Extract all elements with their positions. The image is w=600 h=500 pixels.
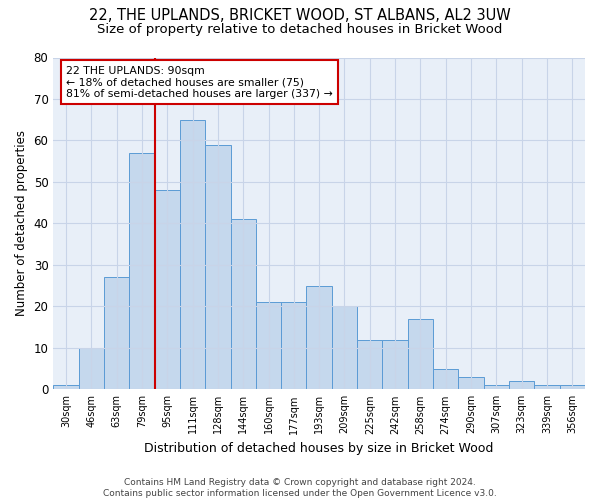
- Bar: [104, 278, 129, 390]
- Text: Size of property relative to detached houses in Bricket Wood: Size of property relative to detached ho…: [97, 22, 503, 36]
- Bar: [205, 144, 230, 390]
- Bar: [433, 368, 458, 390]
- Text: 22, THE UPLANDS, BRICKET WOOD, ST ALBANS, AL2 3UW: 22, THE UPLANDS, BRICKET WOOD, ST ALBANS…: [89, 8, 511, 22]
- Bar: [357, 340, 382, 390]
- Bar: [256, 302, 281, 390]
- Text: 22 THE UPLANDS: 90sqm
← 18% of detached houses are smaller (75)
81% of semi-deta: 22 THE UPLANDS: 90sqm ← 18% of detached …: [66, 66, 333, 99]
- X-axis label: Distribution of detached houses by size in Bricket Wood: Distribution of detached houses by size …: [145, 442, 494, 455]
- Bar: [281, 302, 307, 390]
- Bar: [382, 340, 408, 390]
- Bar: [180, 120, 205, 390]
- Bar: [79, 348, 104, 390]
- Bar: [458, 377, 484, 390]
- Bar: [535, 385, 560, 390]
- Bar: [509, 381, 535, 390]
- Bar: [53, 385, 79, 390]
- Bar: [332, 306, 357, 390]
- Y-axis label: Number of detached properties: Number of detached properties: [15, 130, 28, 316]
- Bar: [484, 385, 509, 390]
- Bar: [307, 286, 332, 390]
- Bar: [230, 220, 256, 390]
- Text: Contains HM Land Registry data © Crown copyright and database right 2024.
Contai: Contains HM Land Registry data © Crown c…: [103, 478, 497, 498]
- Bar: [408, 319, 433, 390]
- Bar: [155, 190, 180, 390]
- Bar: [560, 385, 585, 390]
- Bar: [129, 153, 155, 390]
